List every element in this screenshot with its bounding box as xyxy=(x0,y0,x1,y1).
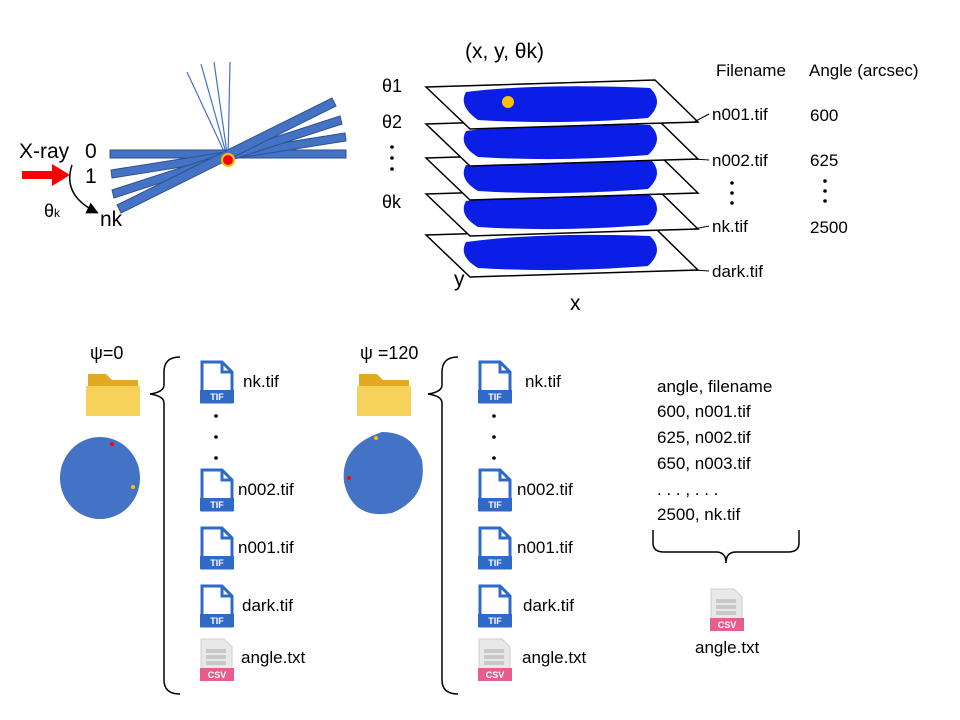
file-name[interactable]: angle.txt xyxy=(241,648,306,667)
spot-yellow xyxy=(131,485,135,489)
axis-x-label: x xyxy=(570,292,581,315)
csv-badge: CSV xyxy=(486,670,505,680)
tif-badge: TIF xyxy=(210,500,224,510)
position-label-nk: nk xyxy=(100,208,123,231)
angle-file-line: 2500, nk.tif xyxy=(657,505,741,524)
tif-badge: TIF xyxy=(210,558,224,568)
file-name[interactable]: dark.tif xyxy=(242,596,294,615)
beam-schematic xyxy=(22,61,347,214)
spot-red xyxy=(110,442,114,446)
col-angle-header: Angle (arcsec) xyxy=(809,61,919,80)
tif-badge: TIF xyxy=(488,616,502,626)
file-name[interactable]: angle.txt xyxy=(522,648,587,667)
table-filename: n001.tif xyxy=(712,105,768,124)
brace-left xyxy=(149,356,181,695)
csv-badge: CSV xyxy=(718,620,737,630)
diffracted-ray xyxy=(213,61,229,161)
file-name[interactable]: nk.tif xyxy=(525,372,561,391)
axis-y-label: y xyxy=(454,268,465,291)
table-angle: 600 xyxy=(810,106,839,125)
spot-yellow xyxy=(374,436,378,440)
diffracted-ray xyxy=(200,63,229,161)
theta-label: θ2 xyxy=(382,112,403,132)
theta-label: θk xyxy=(382,192,402,212)
folder-icon[interactable] xyxy=(357,374,411,416)
table-filename: nk.tif xyxy=(712,217,748,236)
folder-group-psi120 xyxy=(343,356,514,695)
theta-label: θ1 xyxy=(382,76,403,96)
file-name[interactable]: n001.tif xyxy=(517,538,573,557)
pixel-spot xyxy=(502,96,514,108)
brace-left xyxy=(427,356,459,695)
pivot-spot xyxy=(221,153,235,167)
image-stack xyxy=(390,79,827,278)
angle-file-line: 650, n003.tif xyxy=(657,454,751,473)
folder-group-psi0 xyxy=(60,356,236,695)
position-label-1: 1 xyxy=(85,165,97,188)
diffracted-ray xyxy=(227,61,231,161)
tif-badge: TIF xyxy=(488,500,502,510)
leader-line xyxy=(693,269,710,272)
leader-line xyxy=(693,113,710,123)
tif-badge: TIF xyxy=(488,392,502,402)
stack-plane xyxy=(424,116,700,167)
csv-badge: CSV xyxy=(208,670,227,680)
angle-file-line: 625, n002.tif xyxy=(657,428,751,447)
position-label-0: 0 xyxy=(85,140,97,163)
angle-file-label[interactable]: angle.txt xyxy=(695,638,760,657)
diffracted-ray xyxy=(186,71,229,161)
angle-file-line: angle, filename xyxy=(657,377,773,396)
rotation-arrow-icon xyxy=(68,164,99,214)
file-name[interactable]: dark.tif xyxy=(523,596,575,615)
xray-label: X-ray xyxy=(19,140,70,163)
file-name[interactable]: n002.tif xyxy=(517,480,573,499)
file-name[interactable]: n002.tif xyxy=(238,480,294,499)
leader-line xyxy=(693,158,710,161)
stack-plane xyxy=(424,227,700,278)
theta-k-label: θk xyxy=(44,201,61,221)
tif-badge: TIF xyxy=(488,558,502,568)
sample-disk xyxy=(60,437,140,519)
angle-file-line: . . . , . . . xyxy=(657,480,719,499)
table-filename: n002.tif xyxy=(712,151,768,170)
leader-line xyxy=(693,225,710,230)
spot-red xyxy=(347,476,351,480)
table-angle: 625 xyxy=(810,151,839,170)
psi-label: ψ=0 xyxy=(90,343,124,363)
stack-title: (x, y, θk) xyxy=(465,40,544,63)
file-name[interactable]: nk.tif xyxy=(243,372,279,391)
stack-plane-top xyxy=(424,79,700,130)
tif-badge: TIF xyxy=(210,392,224,402)
tif-badge: TIF xyxy=(210,616,224,626)
folder-icon[interactable] xyxy=(86,374,140,416)
angle-file-line: 600, n001.tif xyxy=(657,402,751,421)
xray-arrow-icon xyxy=(22,164,70,186)
angle-file-group xyxy=(652,530,800,632)
table-angle: 2500 xyxy=(810,218,848,237)
col-filename-header: Filename xyxy=(716,61,786,80)
psi-label: ψ =120 xyxy=(360,343,419,363)
table-filename: dark.tif xyxy=(712,262,764,281)
brace-bottom xyxy=(652,530,800,564)
file-name[interactable]: n001.tif xyxy=(238,538,294,557)
sample-disk xyxy=(343,432,423,515)
